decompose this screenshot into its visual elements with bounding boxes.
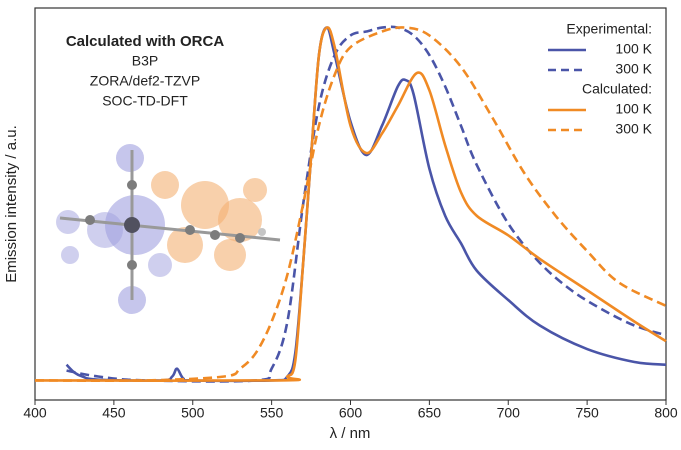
annotation-title: Calculated with ORCA	[66, 33, 225, 50]
data-line	[66, 25, 667, 383]
x-tick-label: 450	[102, 405, 126, 421]
legend-title: Calculated:	[582, 81, 652, 97]
legend-label: 100 K	[615, 41, 652, 57]
legend-label: 100 K	[615, 101, 652, 117]
legend-label: 300 K	[615, 121, 652, 137]
x-tick-label: 500	[181, 405, 205, 421]
legend-title: Experimental:	[566, 21, 652, 37]
legend-label: 300 K	[615, 61, 652, 77]
x-tick-label: 600	[339, 405, 363, 421]
annotation-line: SOC-TD-DFT	[102, 93, 188, 109]
x-tick-label: 400	[23, 405, 47, 421]
x-tick-label: 550	[260, 405, 284, 421]
annotation-line: B3P	[132, 53, 158, 69]
molecule-inset	[56, 144, 281, 314]
data-line	[34, 26, 667, 382]
x-tick-label: 800	[654, 405, 678, 421]
x-tick-label: 700	[497, 405, 521, 421]
x-axis-label: λ / nm	[330, 425, 371, 442]
x-tick-label: 650	[418, 405, 442, 421]
y-axis-label: Emission intensity / a.u.	[3, 125, 20, 283]
annotation-line: ZORA/def2-TZVP	[90, 73, 200, 89]
x-tick-label: 750	[575, 405, 599, 421]
